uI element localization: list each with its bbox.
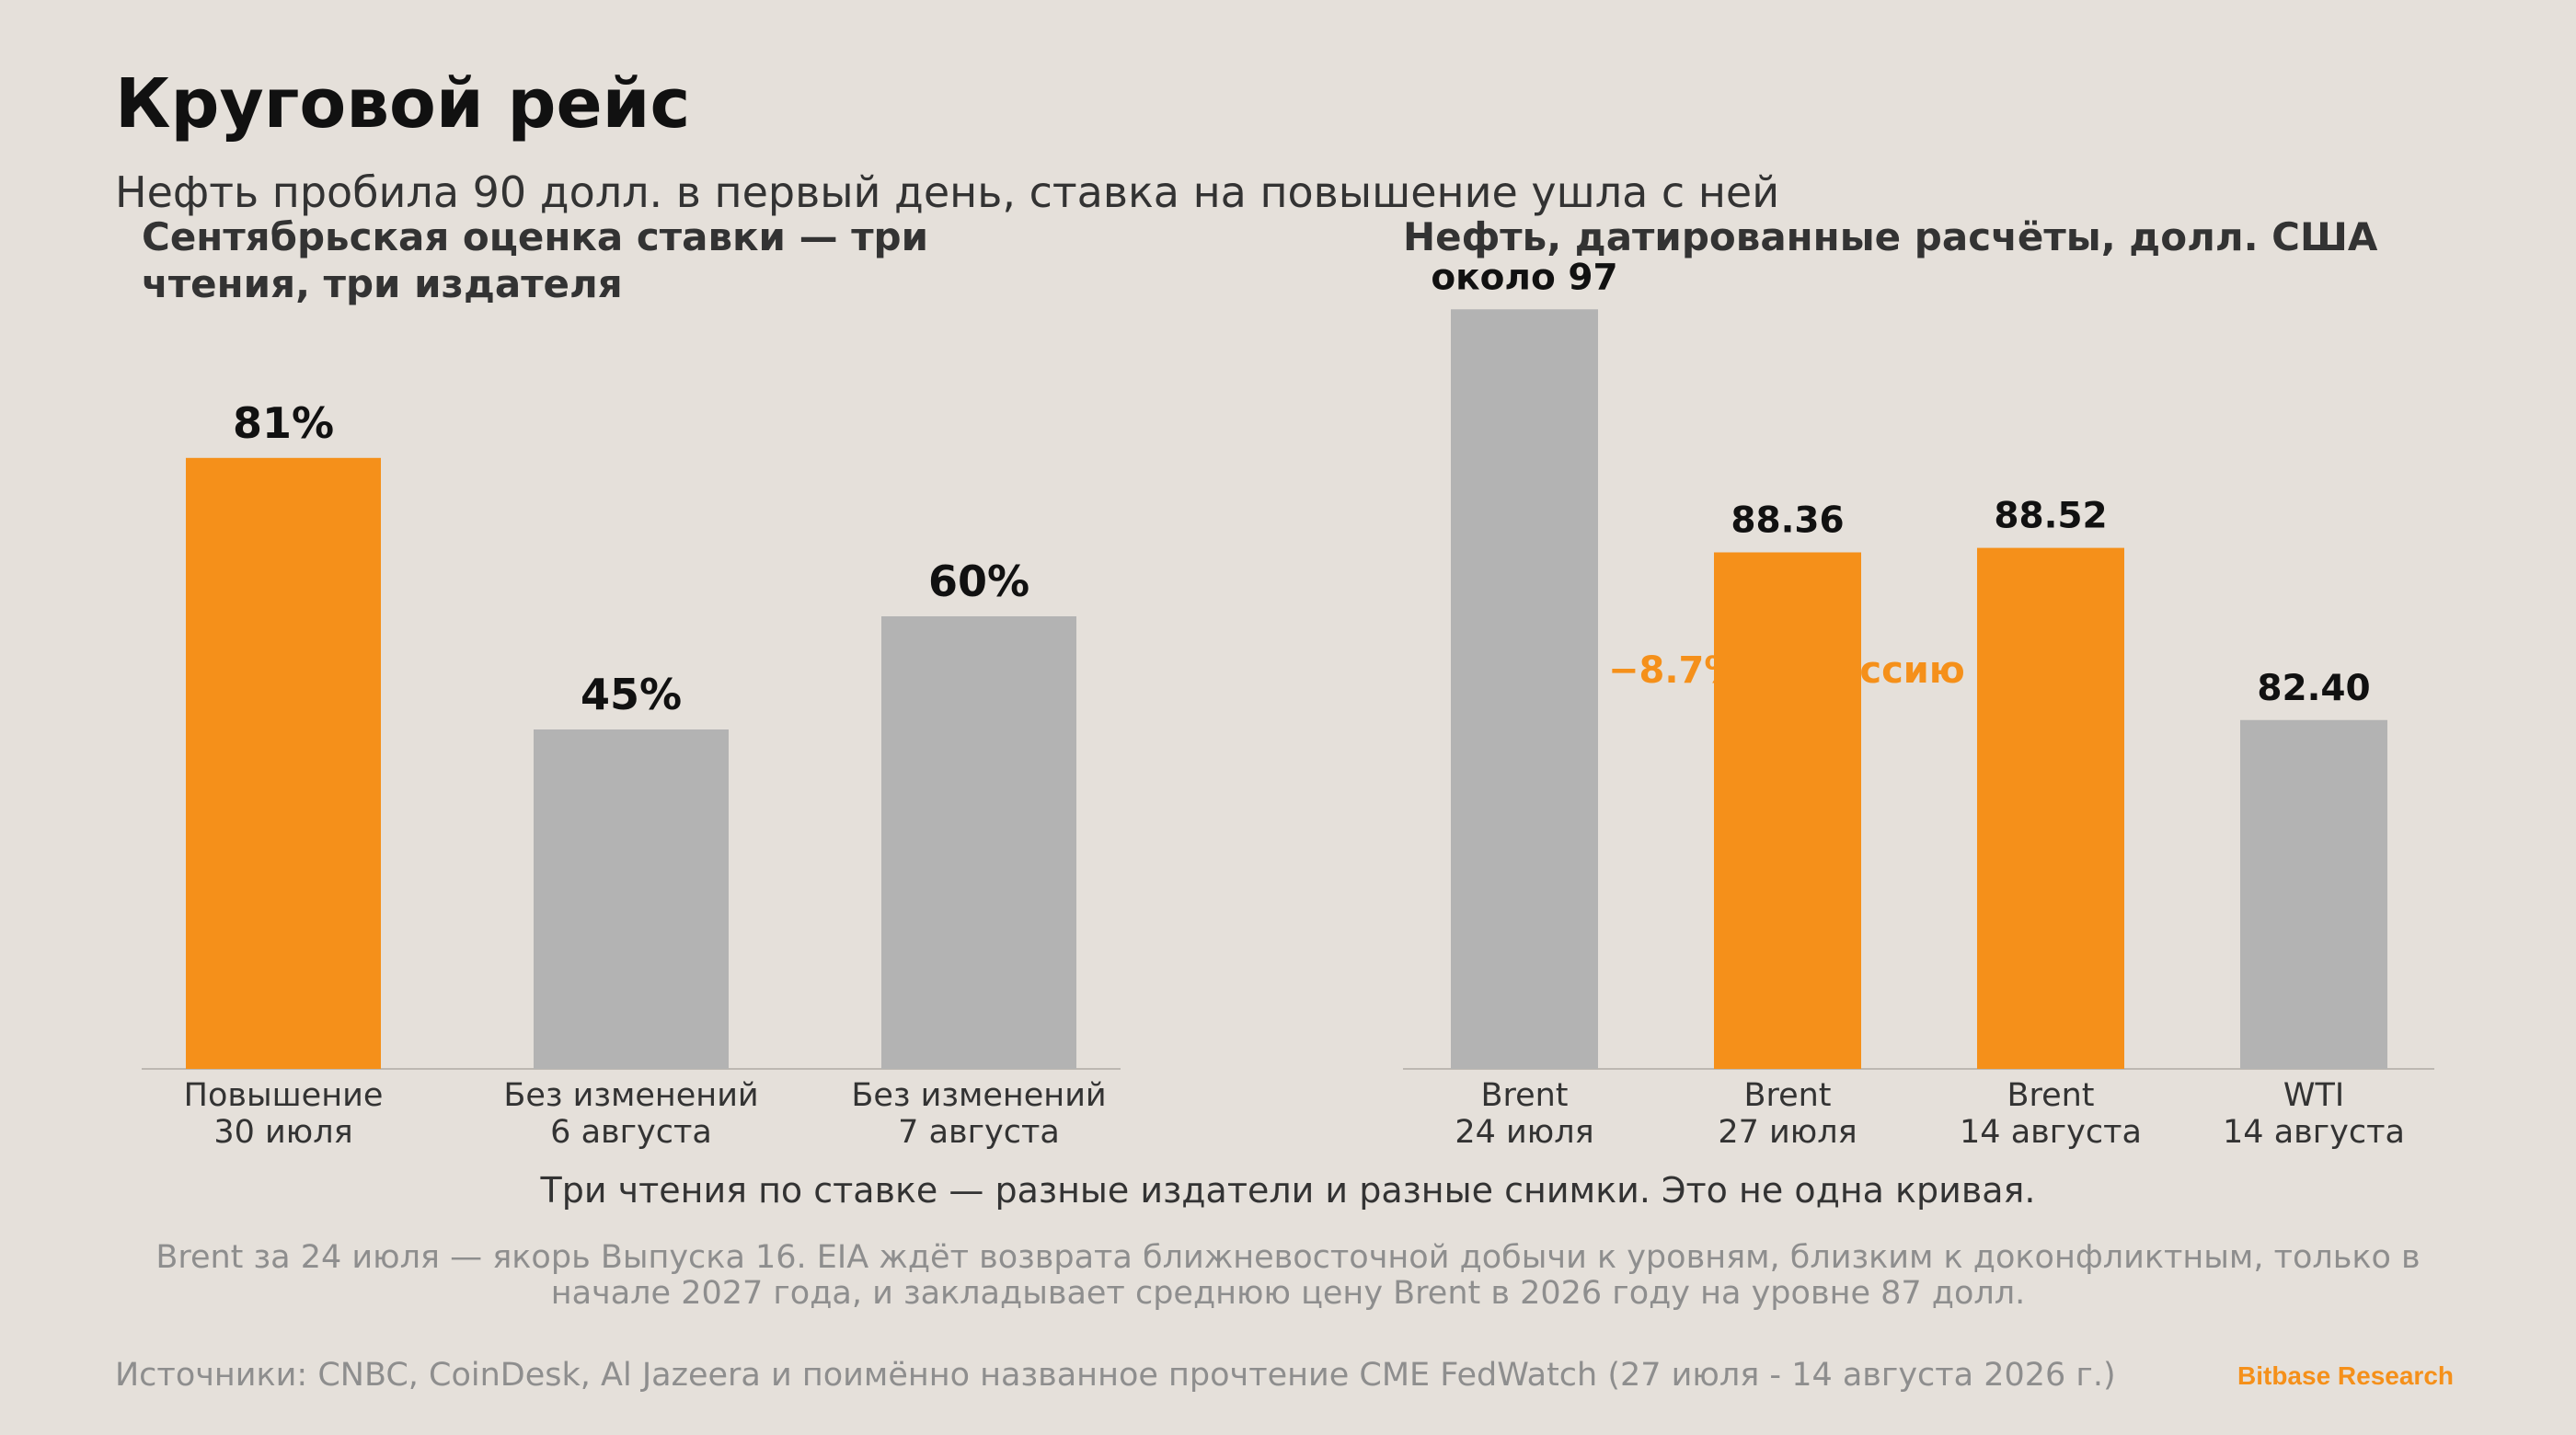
bar xyxy=(1451,309,1598,1069)
x-tick-label: 14 августа xyxy=(1960,1114,2142,1151)
x-tick-label: Brent xyxy=(2007,1077,2094,1114)
x-tick-label: 24 июля xyxy=(1455,1114,1593,1151)
brand-logo: Bitbase Research xyxy=(2237,1361,2455,1390)
bar xyxy=(881,616,1076,1069)
x-tick-label: 27 июля xyxy=(1718,1114,1857,1151)
bar xyxy=(1977,547,2124,1069)
footnote: Brent за 24 июля — якорь Выпуска 16. EIA… xyxy=(155,1239,2421,1312)
bar xyxy=(186,457,381,1069)
x-tick-label: WTI xyxy=(2283,1077,2344,1114)
right-chart-title: Нефть, датированные расчёты, долл. США xyxy=(1403,214,2378,259)
bar xyxy=(534,729,729,1069)
bar xyxy=(1714,552,1861,1069)
x-tick-label: 7 августа xyxy=(898,1114,1060,1151)
x-tick-label: Brent xyxy=(1743,1077,1831,1114)
x-tick-label: Повышение xyxy=(184,1077,384,1114)
subtitle: Нефть пробила 90 долл. в первый день, ст… xyxy=(115,167,1780,217)
bar-value-label: 45% xyxy=(581,670,682,719)
x-tick-label: 30 июля xyxy=(213,1114,352,1151)
bar-value-label: 82.40 xyxy=(2257,668,2370,709)
x-tick-label: 6 августа xyxy=(550,1114,712,1151)
bar-value-label: около 97 xyxy=(1431,257,1617,298)
main-title: Круговой рейс xyxy=(115,64,691,144)
bar-value-label: 60% xyxy=(928,557,1029,606)
x-tick-label: 14 августа xyxy=(2223,1114,2405,1151)
x-tick-label: Без изменений xyxy=(851,1077,1106,1114)
session-change-annotation: −8.7% за сессию xyxy=(1608,649,1965,692)
chart-caption: Три чтения по ставке — разные издатели и… xyxy=(540,1170,2036,1211)
source-line: Источники: CNBC, CoinDesk, Al Jazeera и … xyxy=(115,1357,2116,1394)
bar xyxy=(2240,719,2387,1069)
bar-value-label: 88.36 xyxy=(1731,499,1844,541)
bar-value-label: 88.52 xyxy=(1994,496,2107,537)
bar-value-label: 81% xyxy=(233,398,334,448)
x-tick-label: Brent xyxy=(1480,1077,1568,1114)
x-tick-label: Без изменений xyxy=(503,1077,758,1114)
left-chart-title: Сентябрьская оценка ставки — три чтения,… xyxy=(142,214,929,306)
